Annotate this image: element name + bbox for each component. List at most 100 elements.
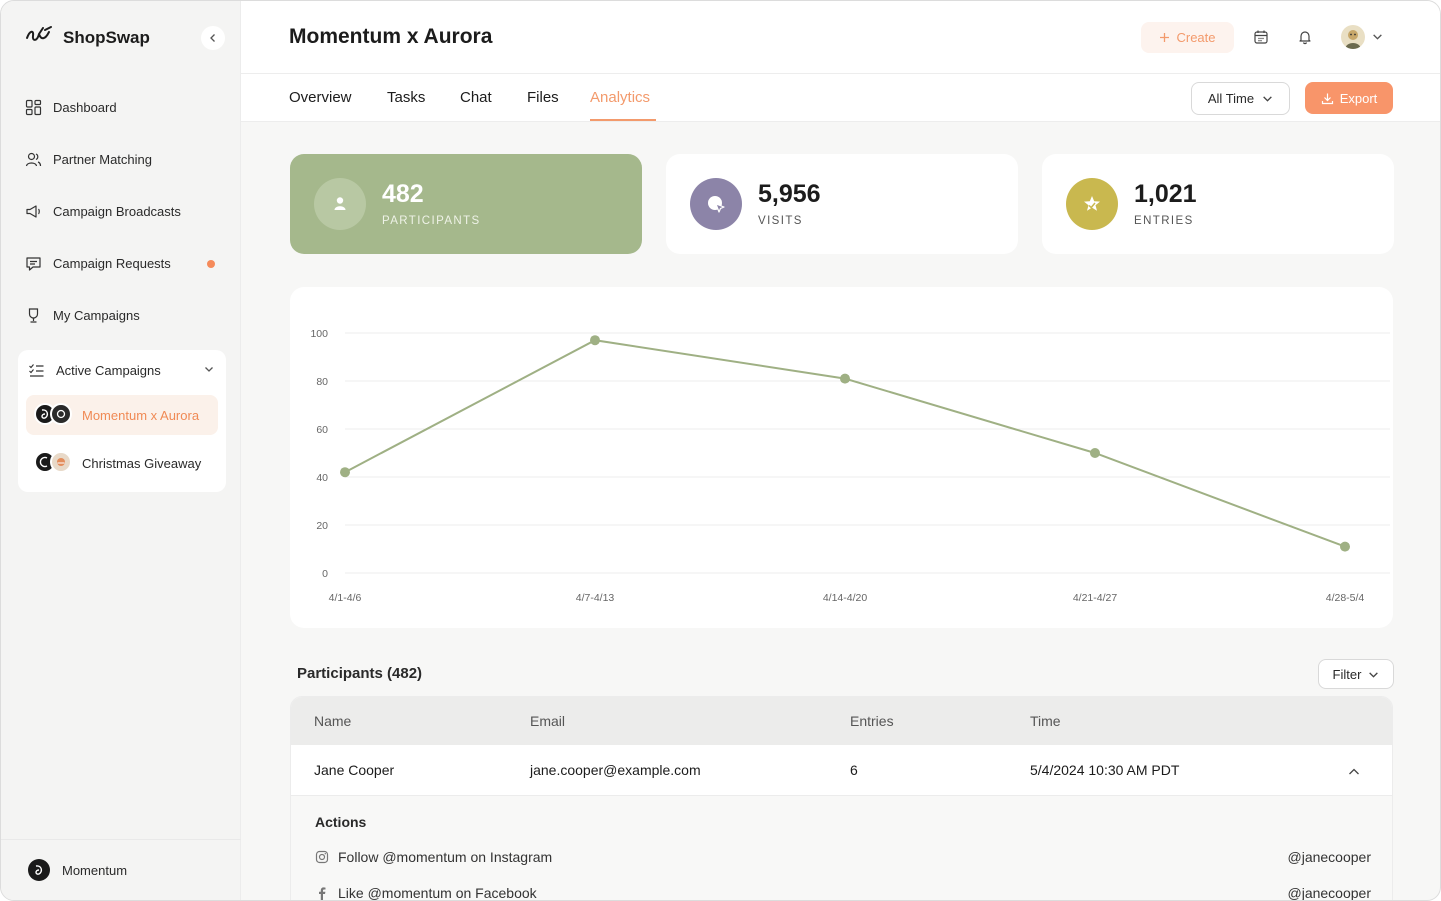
notification-dot [207,260,215,268]
y-tick-label: 60 [316,424,328,436]
calendar-icon [1254,30,1268,44]
tab-analytics[interactable]: Analytics [590,89,651,106]
campaign-label: Momentum x Aurora [82,407,200,423]
top-header: Momentum x Aurora Create [241,1,1440,74]
facebook-icon [319,887,326,900]
tab-chat[interactable]: Chat [460,89,492,106]
instagram-icon [315,850,329,864]
sidebar-item-partner-matching[interactable]: Partner Matching [25,147,152,171]
action-item: Follow @momentum on Instagram @janecoope… [315,849,1371,869]
stat-icon-wrap [314,178,366,230]
trophy-icon [28,307,39,323]
tab-files[interactable]: Files [527,89,559,106]
x-tick-label: 4/28-5/4 [1326,592,1365,604]
star-badge-icon [1084,196,1100,211]
y-tick-label: 0 [322,568,328,580]
chevron-up-icon[interactable] [1347,765,1361,779]
plus-icon [1160,33,1170,42]
account-switcher[interactable]: Momentum [28,859,127,881]
tab-bar: Overview Tasks Chat Files Analytics All … [241,74,1440,122]
sidebar-item-label: Campaign Broadcasts [53,203,181,219]
data-point [840,373,850,384]
stat-label: PARTICIPANTS [382,215,481,227]
sidebar-item-label: Dashboard [53,99,117,115]
action-handle: @janecooper [1287,885,1372,901]
shopswap-logo-icon [25,24,53,53]
action-label: Like @momentum on Facebook [338,885,537,901]
cell-time: 5/4/2024 10:30 AM PDT [1030,762,1180,778]
column-header-entries[interactable]: Entries [850,713,894,729]
cell-entries: 6 [850,762,858,778]
y-tick-label: 20 [316,520,328,532]
data-point [590,335,600,346]
cell-name: Jane Cooper [314,762,395,778]
sidebar-item-campaign-broadcasts[interactable]: Campaign Broadcasts [25,199,181,223]
sidebar-item-campaign-requests[interactable]: Campaign Requests [25,251,171,275]
create-button[interactable]: Create [1141,22,1234,53]
sidebar-item-label: Campaign Requests [53,255,171,271]
filter-label: Filter [1332,666,1362,682]
stat-value: 482 [382,180,424,208]
chevron-down-icon [1263,96,1272,102]
y-tick-label: 40 [316,472,328,484]
chevron-down-icon[interactable] [1372,31,1383,42]
users-icon [25,152,42,166]
chevron-down-icon [205,367,213,372]
account-avatar [28,859,50,881]
participants-title: Participants (482) [297,665,423,682]
chevron-down-icon [1369,671,1379,678]
table-header: Name Email Entries Time [291,697,1392,745]
y-tick-label: 100 [310,328,328,340]
sidebar-item-label: Partner Matching [53,151,152,167]
stat-icon-wrap [690,178,742,230]
stat-icon-wrap [1066,178,1118,230]
campaign-avatars [34,403,72,427]
time-range-value: All Time [1207,91,1255,106]
sidebar-footer: Momentum [1,839,241,900]
table-row[interactable]: Jane Cooper jane.cooper@example.com 6 5/… [291,745,1392,796]
sidebar-item-dashboard[interactable]: Dashboard [25,95,117,119]
stat-card-entries: 1,021 ENTRIES [1042,154,1394,254]
filter-button[interactable]: Filter [1318,659,1394,689]
notifications-button[interactable] [1295,27,1315,47]
export-button[interactable]: Export [1305,82,1393,114]
create-label: Create [1176,30,1216,45]
column-header-name[interactable]: Name [314,713,352,729]
active-campaigns-toggle[interactable]: Active Campaigns [28,358,218,382]
calendar-button[interactable] [1251,27,1271,47]
data-point [1090,448,1100,458]
column-header-time[interactable]: Time [1030,713,1061,729]
brand-avatar [50,451,72,473]
brand[interactable]: ShopSwap [25,23,150,53]
user-avatar[interactable] [1341,25,1365,49]
column-header-email[interactable]: Email [530,713,566,729]
x-tick-label: 4/21-4/27 [1073,592,1118,604]
checklist-icon [29,363,44,377]
tab-tasks[interactable]: Tasks [387,89,426,106]
stat-value: 1,021 [1134,180,1197,208]
cursor-click-icon [708,196,725,213]
data-point [340,467,350,478]
active-campaigns-label: Active Campaigns [56,362,161,378]
action-item: Like @momentum on Facebook @janecooper [315,885,1372,901]
data-point [1340,541,1350,552]
active-tab-indicator [590,119,656,121]
x-tick-label: 4/1-4/6 [329,592,362,604]
sidebar-item-my-campaigns[interactable]: My Campaigns [25,303,140,327]
x-tick-label: 4/14-4/20 [823,592,868,604]
campaign-item-momentum-aurora[interactable]: Momentum x Aurora [26,395,218,435]
active-campaigns-panel: Active Campaigns Momentum x Aurora Chris… [18,350,226,492]
y-tick-label: 80 [316,376,328,388]
action-handle: @janecooper [1287,849,1372,865]
chevron-left-icon [210,34,215,42]
brand-avatar [50,403,72,425]
tab-overview[interactable]: Overview [289,89,352,106]
sidebar-item-label: My Campaigns [53,307,140,323]
row-details: Actions Follow @momentum on Instagram @j… [291,796,1392,901]
time-range-select[interactable]: All Time [1191,82,1290,115]
line-chart: 0 20 40 60 80 100 4/1-4/6 4/7-4/13 4/14-4/20 4/21… [310,328,1390,604]
campaign-item-christmas-giveaway[interactable]: Christmas Giveaway [26,443,218,483]
collapse-sidebar-button[interactable] [201,26,225,50]
page-title: Momentum x Aurora [289,25,493,48]
